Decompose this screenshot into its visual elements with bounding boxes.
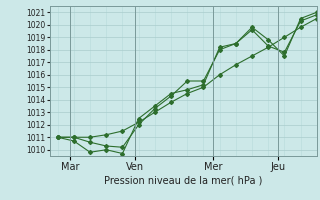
X-axis label: Pression niveau de la mer( hPa ): Pression niveau de la mer( hPa ) [104, 176, 262, 186]
